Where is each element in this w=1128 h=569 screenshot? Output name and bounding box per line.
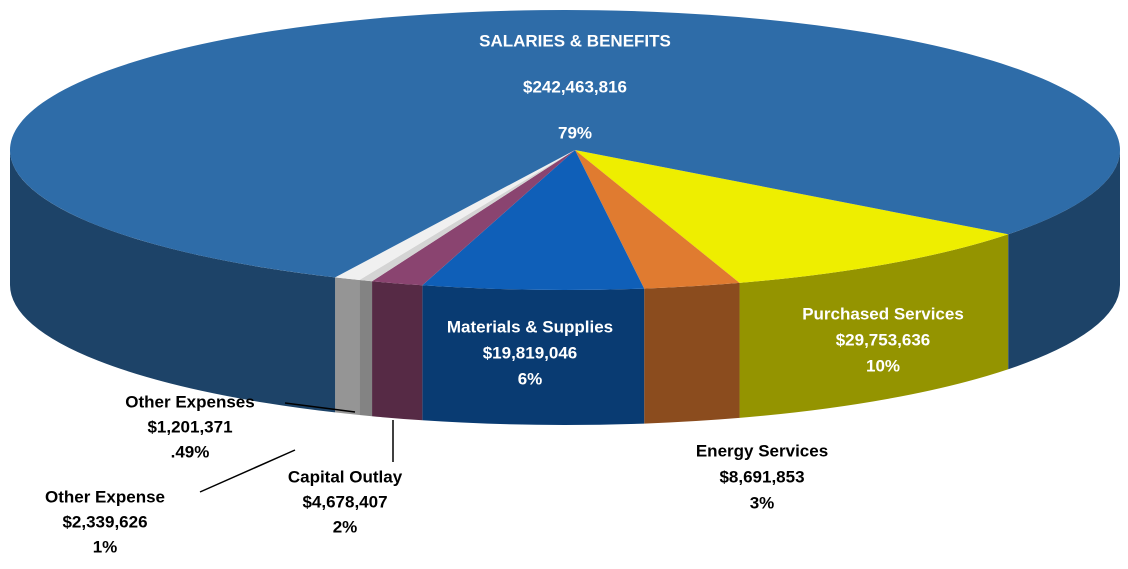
slice-label: Materials & Supplies bbox=[447, 317, 613, 336]
slice-side bbox=[10, 150, 336, 413]
slice-label: Energy Services bbox=[696, 441, 828, 460]
slice-side bbox=[1008, 150, 1120, 370]
slice bbox=[335, 150, 575, 281]
slice-side bbox=[335, 277, 360, 416]
slice-label: 10% bbox=[866, 356, 900, 375]
slice-label: Purchased Services bbox=[802, 304, 964, 323]
slice-label: $19,819,046 bbox=[483, 343, 578, 362]
leader-line bbox=[199, 449, 296, 493]
slice-side bbox=[359, 280, 373, 417]
leader-line bbox=[284, 402, 356, 413]
slice-label: 3% bbox=[750, 493, 775, 512]
slice bbox=[575, 150, 1009, 283]
slice-label: 6% bbox=[518, 369, 543, 388]
slice-side bbox=[372, 281, 423, 421]
slice-label: $2,339,626 bbox=[62, 512, 147, 531]
slice bbox=[422, 150, 645, 290]
slice-label: SALARIES & BENEFITS bbox=[479, 31, 671, 50]
slice-side bbox=[644, 282, 740, 424]
slice bbox=[575, 150, 740, 289]
slice-label: 79% bbox=[558, 123, 592, 142]
slice-label: Other Expense bbox=[45, 487, 165, 506]
slice bbox=[359, 150, 575, 282]
slice-label: $242,463,816 bbox=[523, 77, 627, 96]
slice-label: $8,691,853 bbox=[719, 467, 804, 486]
slice-label: Other Expenses bbox=[125, 392, 254, 411]
slice-label: .49% bbox=[171, 442, 210, 461]
slice-label: 1% bbox=[93, 537, 118, 556]
slice-side bbox=[739, 234, 1009, 418]
slice bbox=[372, 150, 575, 286]
slice bbox=[10, 9, 1121, 278]
slice-side bbox=[422, 285, 645, 425]
slice-label: 2% bbox=[333, 517, 358, 536]
slice-label: $4,678,407 bbox=[302, 492, 387, 511]
slice-label: $1,201,371 bbox=[147, 417, 232, 436]
slice-label: $29,753,636 bbox=[836, 330, 931, 349]
slice-label: Capital Outlay bbox=[288, 467, 403, 486]
